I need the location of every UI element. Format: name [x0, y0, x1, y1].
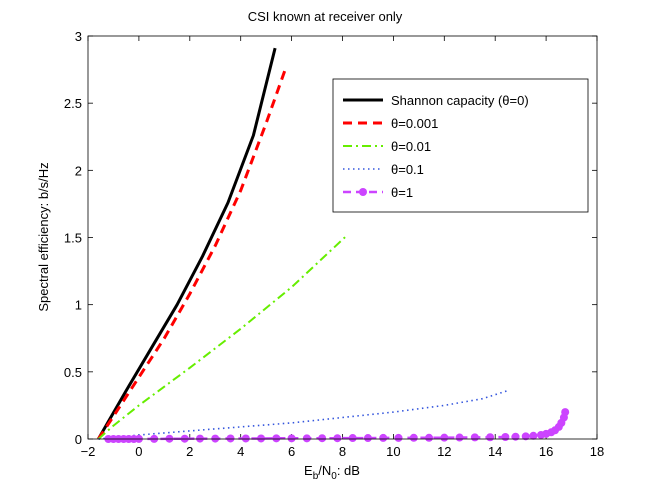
legend-label-1: θ=0.001 [391, 116, 438, 131]
series-4-point [226, 434, 235, 443]
series-4-point [379, 433, 388, 442]
x-axis-label-sub2: 0 [331, 471, 337, 482]
legend-label-4: θ=1 [391, 185, 413, 200]
y-tick-label: 0.5 [64, 365, 82, 380]
x-tick-label: 8 [339, 444, 346, 459]
x-tick-label: 12 [437, 444, 451, 459]
series-line-0 [97, 47, 277, 440]
x-tick-label: 14 [488, 444, 502, 459]
y-tick-label: 0 [75, 432, 82, 447]
series-4-point [561, 408, 570, 417]
y-axis-label: Spectral efficiency: b/s/Hz [36, 162, 51, 311]
y-tick-label: 1.5 [64, 231, 82, 246]
series-4-point [409, 433, 418, 442]
series-4-point [511, 432, 520, 441]
y-tick-label: 3 [75, 29, 82, 44]
x-axis-label: Eb/N0: dB [304, 463, 360, 482]
x-axis-label-tail: : dB [337, 463, 360, 478]
series-4-point [529, 431, 538, 440]
y-tick-label: 2 [75, 163, 82, 178]
x-axis-label-mid: /N [318, 463, 331, 478]
series-4-point [501, 432, 510, 441]
y-tick-label: 2.5 [64, 96, 82, 111]
series-4-point [486, 433, 495, 442]
series-4-point [333, 434, 342, 443]
y-tick-label: 1 [75, 298, 82, 313]
x-axis-label-sub1: b [313, 471, 319, 482]
series-4-point [363, 434, 372, 443]
axes-frame [87, 35, 598, 440]
series-4-point [318, 434, 327, 443]
legend-marker-4 [359, 188, 367, 196]
series-4-point [257, 434, 266, 443]
series-4-point [470, 433, 479, 442]
series-4-point [195, 434, 204, 443]
legend: Shannon capacity (θ=0) θ=0.001 θ=0.01 θ=0.1… [332, 78, 589, 213]
series-line-2 [97, 234, 349, 440]
x-tick-label: 0 [135, 444, 142, 459]
x-tick-label: 16 [539, 444, 553, 459]
series-4-point [272, 434, 281, 443]
legend-label-2: θ=0.01 [391, 139, 431, 154]
x-tick-label: 18 [590, 444, 604, 459]
legend-label-3: θ=0.1 [391, 162, 424, 177]
x-tick-label: 2 [186, 444, 193, 459]
x-tick-label: 4 [237, 444, 244, 459]
series-4-point [455, 433, 464, 442]
series-4-point [287, 434, 296, 443]
x-axis-label-main: E [304, 463, 313, 478]
legend-label-0: Shannon capacity (θ=0) [391, 93, 529, 108]
x-tick-label: 6 [288, 444, 295, 459]
series-4-point [211, 434, 220, 443]
series-4-point [521, 432, 530, 441]
series-line-1 [97, 69, 287, 440]
x-tick-label: −2 [81, 444, 96, 459]
x-tick-label: 10 [386, 444, 400, 459]
series-4-point [241, 434, 250, 443]
chart-title: CSI known at receiver only [248, 9, 403, 24]
series-4-point [425, 433, 434, 442]
series-4-point [302, 434, 311, 443]
series-4-point [394, 433, 403, 442]
series-line-3 [98, 389, 509, 440]
series-4-point [440, 433, 449, 442]
series-4-point [348, 434, 357, 443]
